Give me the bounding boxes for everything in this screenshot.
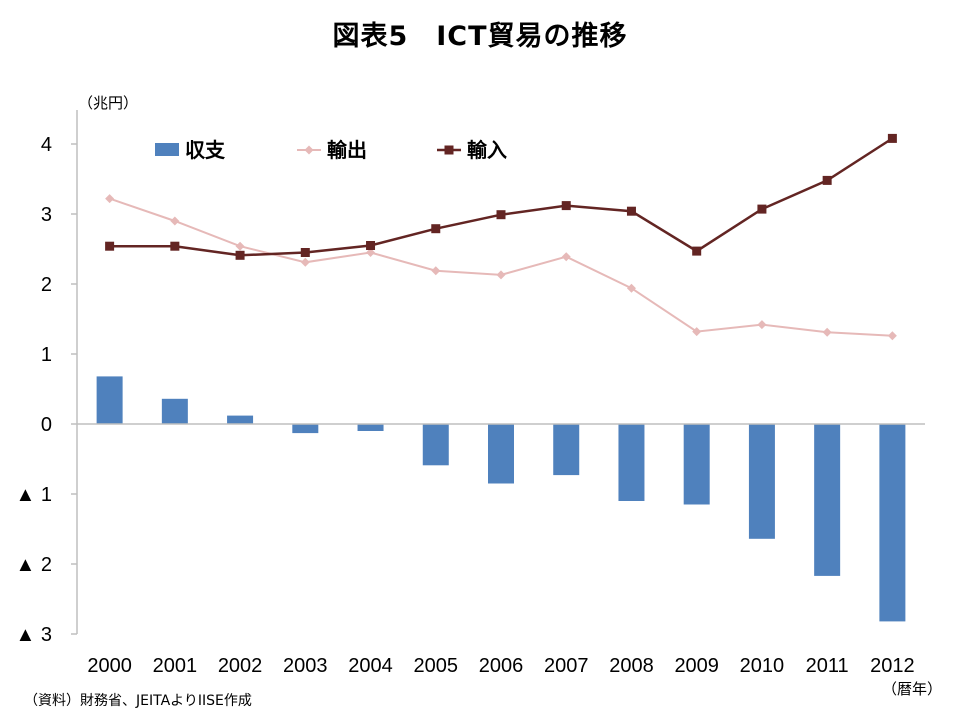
- x-tick-label: 2000: [87, 655, 132, 677]
- point-輸出: [431, 266, 441, 276]
- legend-marker-輸出: [304, 145, 314, 155]
- y-tick-label: 4: [41, 134, 52, 156]
- x-tick-label: 2001: [153, 655, 198, 677]
- x-tick-label: 2007: [544, 655, 589, 677]
- point-輸入: [496, 210, 506, 220]
- x-tick-label: 2008: [609, 655, 654, 677]
- x-axis-unit: （暦年）: [882, 680, 943, 698]
- legend-marker-輸入: [444, 145, 454, 155]
- bar-2011: [814, 424, 841, 576]
- x-tick-label: 2009: [674, 655, 719, 677]
- bar-2000: [96, 376, 123, 424]
- legend-label-収支: 収支: [185, 138, 226, 162]
- point-輸入: [692, 246, 702, 256]
- y-tick-label: ▲ 3: [16, 624, 52, 646]
- legend-swatch-収支: [155, 143, 179, 156]
- x-tick-label: 2012: [870, 655, 915, 677]
- point-輸出: [692, 327, 702, 337]
- point-輸出: [561, 252, 571, 262]
- x-axis-ticks: 2000 2001 2002 2003 2004 2005 2006 2007 2008 2009…: [87, 655, 914, 677]
- x-tick-label: 2003: [283, 655, 328, 677]
- point-輸出: [366, 248, 376, 257]
- point-輸出: [887, 331, 897, 341]
- chart-title: 図表5 ICT貿易の推移: [332, 21, 628, 52]
- bar-2001: [161, 398, 188, 424]
- point-輸入: [757, 204, 767, 214]
- y-tick-label: ▲ 2: [16, 554, 52, 576]
- point-輸入: [170, 241, 180, 251]
- bar-2002: [227, 415, 254, 424]
- x-tick-label: 2010: [740, 655, 785, 677]
- source-note: （資料）財務省、JEITAよりIISE作成: [24, 693, 252, 709]
- legend: 収支 輸出 輸入: [155, 138, 507, 162]
- legend-label-輸入: 輸入: [467, 138, 507, 162]
- point-輸出: [496, 270, 506, 280]
- y-axis-ticks: 4 3 2 1 0 ▲ 1 ▲ 2 ▲ 3: [16, 134, 77, 646]
- point-輸入: [822, 175, 832, 185]
- line-series: [105, 133, 897, 341]
- x-tick-label: 2004: [348, 655, 393, 677]
- point-輸出: [822, 327, 832, 337]
- point-輸入: [431, 224, 441, 234]
- point-輸入: [300, 248, 310, 257]
- bar-series: [96, 376, 906, 622]
- legend-label-輸出: 輸出: [327, 138, 367, 162]
- point-輸出: [235, 241, 245, 251]
- y-axis-unit: （兆円）: [78, 94, 139, 112]
- point-輸入: [366, 241, 376, 250]
- x-tick-label: 2005: [414, 655, 459, 677]
- bar-2003: [292, 424, 319, 434]
- point-輸出: [300, 257, 310, 267]
- y-tick-label: 0: [41, 414, 52, 436]
- y-tick-label: 1: [41, 344, 52, 366]
- point-輸入: [235, 250, 245, 260]
- x-tick-label: 2002: [218, 655, 263, 677]
- point-輸入: [105, 241, 115, 251]
- x-tick-label: 2011: [806, 655, 849, 677]
- point-輸入: [626, 206, 636, 216]
- bar-2010: [748, 424, 775, 539]
- point-輸入: [561, 201, 571, 211]
- x-tick-label: 2006: [479, 655, 524, 677]
- bar-2007: [553, 424, 580, 476]
- point-輸出: [626, 283, 636, 293]
- bar-2005: [422, 424, 449, 466]
- y-tick-label: ▲ 1: [16, 484, 52, 506]
- point-輸入: [887, 133, 897, 143]
- bar-2008: [618, 424, 645, 501]
- point-輸出: [170, 216, 180, 226]
- point-輸出: [105, 194, 115, 204]
- point-輸出: [757, 320, 767, 330]
- bar-2009: [683, 424, 710, 505]
- y-tick-label: 2: [41, 274, 52, 296]
- bar-2012: [879, 424, 906, 622]
- bar-2004: [357, 424, 384, 431]
- bar-2006: [488, 424, 514, 484]
- y-tick-label: 3: [41, 204, 52, 226]
